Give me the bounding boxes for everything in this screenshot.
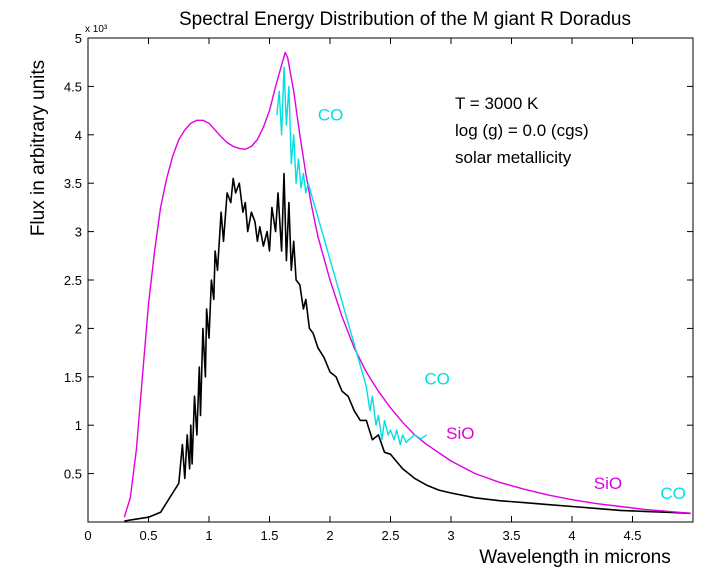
- series-group: [123, 51, 691, 522]
- gravity-label: log (g) = 0.0 (cgs): [455, 121, 589, 140]
- x-tick-label: 2: [326, 528, 333, 543]
- series-model-spectrum: [123, 51, 691, 518]
- plot-frame: [87, 37, 694, 523]
- y-tick-label: 4: [75, 128, 82, 143]
- y-tick-label: 2: [75, 321, 82, 336]
- series-co-band-model: [276, 66, 428, 446]
- series-observed-r-doradus: [124, 172, 691, 522]
- temperature-label: T = 3000 K: [455, 94, 539, 113]
- y-tick-label: 5: [75, 31, 82, 46]
- x-tick-label: 4.5: [623, 528, 641, 543]
- x-tick-label: 3.5: [502, 528, 520, 543]
- x-tick-label: 0: [84, 528, 91, 543]
- y-tick-label: 0.5: [64, 467, 82, 482]
- y-tick-label: 1: [75, 418, 82, 433]
- y-tick-label: 4.5: [64, 79, 82, 94]
- y-tick-label: 1.5: [64, 370, 82, 385]
- y-axis: 0.5 1 1.5 2 2.5 3 3.5 4 4.5 5: [64, 31, 693, 482]
- molecule-labels: CO CO SiO SiO CO: [318, 105, 686, 502]
- y-tick-label: 3: [75, 225, 82, 240]
- chart-title: Spectral Energy Distribution of the M gi…: [179, 9, 631, 30]
- x-tick-label: 1.5: [260, 528, 278, 543]
- x-axis-label: Wavelength in microns: [479, 547, 670, 568]
- molecule-label-sio: SiO: [446, 424, 474, 443]
- model-parameters: T = 3000 K log (g) = 0.0 (cgs) solar met…: [455, 94, 589, 167]
- x-tick-label: 3: [447, 528, 454, 543]
- molecule-label-sio: SiO: [594, 474, 622, 493]
- x-tick-label: 1: [205, 528, 212, 543]
- molecule-label-co: CO: [318, 105, 344, 124]
- molecule-label-co: CO: [660, 484, 686, 503]
- y-tick-label: 2.5: [64, 273, 82, 288]
- metallicity-label: solar metallicity: [455, 148, 572, 167]
- x-tick-label: 2.5: [381, 528, 399, 543]
- x-axis: 0 0.5 1 1.5 2 2.5 3 3.5 4 4.5: [84, 38, 642, 543]
- y-axis-label: Flux in arbitrary units: [28, 60, 49, 236]
- x-tick-label: 0.5: [139, 528, 157, 543]
- y-tick-label: 3.5: [64, 176, 82, 191]
- x-tick-label: 4: [568, 528, 575, 543]
- y-exponent-label: x 10³: [85, 24, 108, 35]
- molecule-label-co: CO: [424, 370, 450, 389]
